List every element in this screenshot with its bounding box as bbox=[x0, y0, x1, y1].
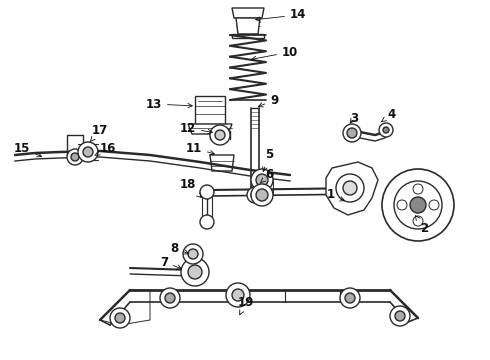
Circle shape bbox=[247, 187, 263, 203]
Circle shape bbox=[226, 283, 250, 307]
Circle shape bbox=[340, 288, 360, 308]
Circle shape bbox=[181, 258, 209, 286]
Text: 17: 17 bbox=[90, 123, 108, 141]
Text: 10: 10 bbox=[252, 45, 298, 61]
Circle shape bbox=[394, 181, 442, 229]
Circle shape bbox=[343, 124, 361, 142]
Circle shape bbox=[256, 174, 268, 186]
Circle shape bbox=[336, 174, 364, 202]
Circle shape bbox=[115, 313, 125, 323]
Circle shape bbox=[397, 200, 407, 210]
Polygon shape bbox=[326, 162, 378, 215]
Circle shape bbox=[188, 249, 198, 259]
Circle shape bbox=[160, 288, 180, 308]
Text: 16: 16 bbox=[95, 141, 117, 156]
Circle shape bbox=[345, 293, 355, 303]
Circle shape bbox=[78, 142, 98, 162]
Text: 13: 13 bbox=[146, 98, 192, 111]
Circle shape bbox=[232, 289, 244, 301]
Circle shape bbox=[251, 191, 259, 199]
Circle shape bbox=[379, 123, 393, 137]
Text: 14: 14 bbox=[256, 9, 306, 22]
Circle shape bbox=[110, 308, 130, 328]
Text: 1: 1 bbox=[327, 189, 344, 202]
Circle shape bbox=[413, 216, 423, 226]
Circle shape bbox=[429, 200, 439, 210]
Circle shape bbox=[410, 197, 426, 213]
Polygon shape bbox=[195, 96, 225, 124]
Text: 12: 12 bbox=[180, 122, 212, 135]
Circle shape bbox=[200, 215, 214, 229]
Circle shape bbox=[83, 147, 93, 157]
Circle shape bbox=[395, 311, 405, 321]
Polygon shape bbox=[232, 8, 264, 18]
Text: 19: 19 bbox=[238, 296, 254, 315]
Text: 18: 18 bbox=[180, 179, 201, 197]
Text: 11: 11 bbox=[186, 141, 215, 155]
Text: 5: 5 bbox=[263, 148, 273, 171]
Polygon shape bbox=[236, 18, 260, 34]
Circle shape bbox=[383, 127, 389, 133]
Circle shape bbox=[343, 181, 357, 195]
Text: 8: 8 bbox=[170, 242, 189, 255]
Circle shape bbox=[256, 189, 268, 201]
Text: 7: 7 bbox=[160, 256, 181, 269]
Polygon shape bbox=[210, 155, 234, 171]
Circle shape bbox=[215, 130, 225, 140]
Circle shape bbox=[210, 125, 230, 145]
Circle shape bbox=[67, 149, 83, 165]
Circle shape bbox=[347, 128, 357, 138]
Circle shape bbox=[71, 153, 79, 161]
Circle shape bbox=[200, 185, 214, 199]
Circle shape bbox=[188, 265, 202, 279]
Text: 9: 9 bbox=[258, 94, 278, 107]
Polygon shape bbox=[232, 34, 264, 38]
Text: 3: 3 bbox=[350, 112, 358, 125]
Text: 2: 2 bbox=[416, 216, 428, 234]
Circle shape bbox=[183, 244, 203, 264]
Text: 6: 6 bbox=[260, 168, 273, 183]
Text: 4: 4 bbox=[382, 108, 395, 122]
Circle shape bbox=[165, 293, 175, 303]
Circle shape bbox=[382, 169, 454, 241]
Text: 15: 15 bbox=[14, 141, 42, 157]
Circle shape bbox=[390, 306, 410, 326]
Circle shape bbox=[413, 184, 423, 194]
Circle shape bbox=[251, 184, 273, 206]
Circle shape bbox=[251, 169, 273, 191]
Polygon shape bbox=[188, 124, 232, 134]
